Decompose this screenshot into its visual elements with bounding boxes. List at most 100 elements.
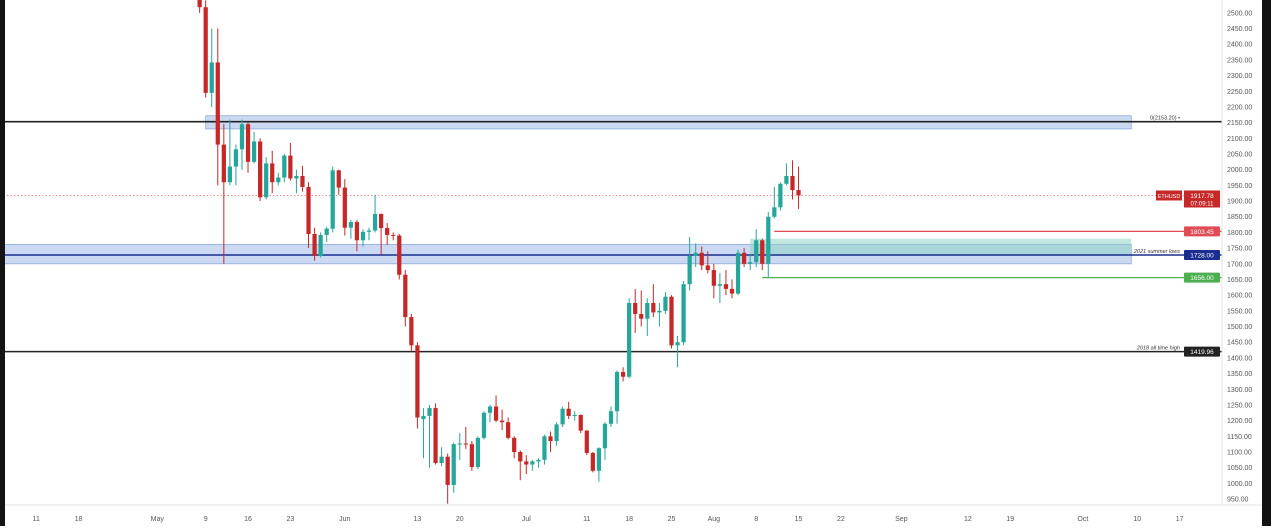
candle-body xyxy=(705,265,710,271)
price-tick-label: 1800.00 xyxy=(1227,230,1252,237)
candle-body xyxy=(663,296,668,311)
candle-body xyxy=(215,62,220,145)
price-tick-label: 2200.00 xyxy=(1227,104,1252,111)
candle-body xyxy=(620,372,626,377)
candle-body xyxy=(536,459,541,462)
candle-body xyxy=(312,233,317,256)
right-edge xyxy=(1262,0,1271,526)
candle-body xyxy=(487,406,493,413)
candle-body xyxy=(475,437,481,468)
time-tick-label: Aug xyxy=(708,516,721,523)
candle-body xyxy=(391,234,396,236)
candle-body xyxy=(379,213,384,229)
candle-body xyxy=(772,207,777,217)
price-tick-label: 2500.00 xyxy=(1227,10,1252,17)
time-tick-label: Oct xyxy=(1077,516,1088,523)
candle-body xyxy=(572,414,577,416)
price-tick-label: 2450.00 xyxy=(1227,26,1252,33)
symbol-tag-bg xyxy=(1156,190,1182,201)
candle-body xyxy=(209,62,214,93)
candle-body xyxy=(499,420,505,423)
candle-body xyxy=(227,166,232,183)
candle-body xyxy=(336,170,341,188)
candle-body xyxy=(300,175,305,187)
time-tick-label: Jul xyxy=(522,516,531,523)
candle-body xyxy=(203,7,208,93)
candle-body xyxy=(748,262,753,264)
time-tick-label: 11 xyxy=(33,516,40,523)
candle-body xyxy=(754,240,759,263)
candle-body xyxy=(233,149,239,167)
time-tick-label: 18 xyxy=(625,516,633,523)
left-edge xyxy=(0,0,5,526)
candle-body xyxy=(602,423,608,449)
candle-body xyxy=(542,436,547,460)
price-axis-bg xyxy=(1222,0,1262,526)
candle-body xyxy=(530,461,535,465)
price-axis: 950.00 1000.00 1050.00 1100.00 1150.00 1200.0… xyxy=(1221,0,1262,526)
price-tick-label: 1500.00 xyxy=(1227,324,1252,331)
candle-body xyxy=(445,456,450,485)
price-tick-label: 1750.00 xyxy=(1227,246,1252,253)
time-tick-label: 19 xyxy=(1006,516,1014,523)
candle-body xyxy=(366,230,372,232)
level-label: 0(2153.20) • xyxy=(1150,116,1180,122)
candle-body xyxy=(433,408,438,463)
price-tick-label: 950.00 xyxy=(1227,497,1249,504)
candle-body xyxy=(614,372,620,412)
time-tick-label: 16 xyxy=(244,516,252,523)
time-tick-label: 12 xyxy=(964,516,972,523)
candle-body xyxy=(397,235,402,275)
candle-body xyxy=(639,313,644,319)
price-tick-label: 1100.00 xyxy=(1227,449,1252,456)
price-tick-label: 1950.00 xyxy=(1227,183,1252,190)
price-tick-label: 2400.00 xyxy=(1227,42,1252,49)
price-tick-label: 2000.00 xyxy=(1227,167,1252,174)
candle-body xyxy=(717,284,723,286)
time-tick-label: 13 xyxy=(414,516,422,523)
candle-body xyxy=(699,252,704,266)
price-tick-label: 1400.00 xyxy=(1227,355,1252,362)
time-tick-label: 22 xyxy=(837,516,845,523)
candle-body xyxy=(560,408,565,425)
price-tick-label: 2300.00 xyxy=(1227,73,1252,80)
candle-body xyxy=(457,443,462,445)
candle-body xyxy=(421,415,426,420)
candle-body xyxy=(264,163,269,198)
time-tick-label: 15 xyxy=(795,516,803,523)
entry-box xyxy=(750,238,1132,256)
candle-body xyxy=(760,240,765,264)
candle-body xyxy=(354,222,360,241)
candle-body xyxy=(506,422,511,438)
candle-body xyxy=(270,163,275,183)
candle-body xyxy=(627,303,632,377)
time-tick-label: 17 xyxy=(1176,516,1184,523)
candle-body xyxy=(251,141,257,162)
price-tag: 1728.00 xyxy=(1190,253,1214,260)
candle-body xyxy=(239,124,245,150)
level-label: 2021 summer lows xyxy=(1133,249,1180,255)
candle-body xyxy=(348,222,353,228)
candle-body xyxy=(415,345,420,418)
price-tick-label: 2350.00 xyxy=(1227,57,1252,64)
candle-body xyxy=(608,411,614,424)
candle-body xyxy=(403,274,408,318)
price-tick-label: 1350.00 xyxy=(1227,371,1252,378)
price-tag-bg xyxy=(1184,226,1220,237)
level-label: 2018 all time high xyxy=(1136,346,1180,352)
levels-layer: 0(2153.20) • 2018 all time high 2021 summe… xyxy=(0,116,1222,353)
candle-body xyxy=(681,284,686,343)
price-tick-label: 1150.00 xyxy=(1227,434,1252,441)
candle-body xyxy=(385,228,390,235)
time-tick-label: 23 xyxy=(286,516,294,523)
candle-body xyxy=(778,183,783,208)
candle-body xyxy=(493,406,499,421)
price-tick-label: 1300.00 xyxy=(1227,387,1252,394)
time-axis: 11 18 May 9 16 23 Jun 13 20 Jul 11 18 25 Aug 8 15 22 Sep 1… xyxy=(0,504,1262,523)
candle-body xyxy=(294,175,299,179)
candle-body xyxy=(590,452,595,471)
price-tick-label: 1850.00 xyxy=(1227,214,1252,221)
last-price-tag-bg xyxy=(1184,190,1220,208)
candle-body xyxy=(360,231,366,241)
